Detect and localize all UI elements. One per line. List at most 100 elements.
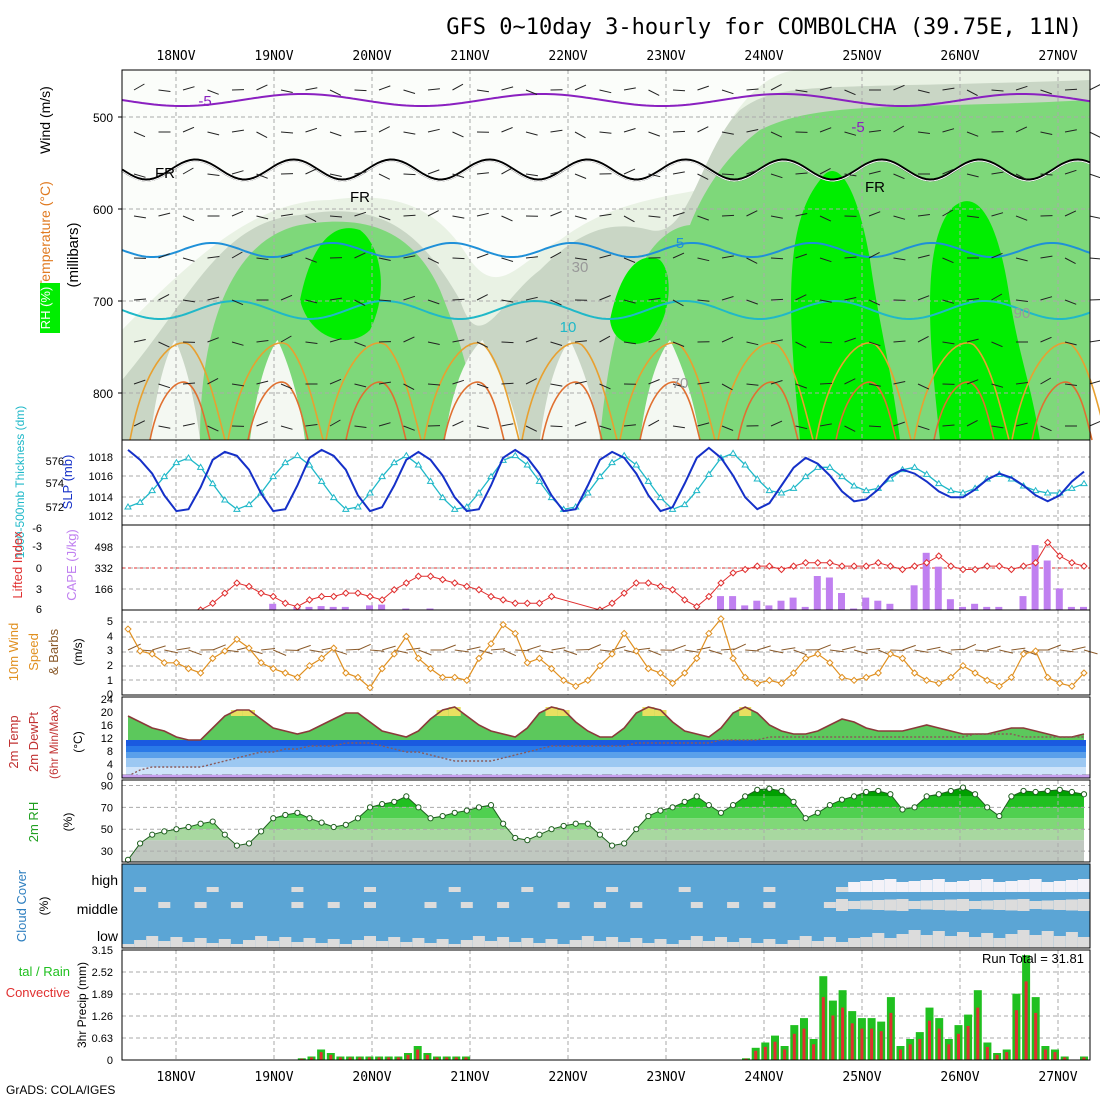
wind10-barb: [1071, 646, 1086, 651]
wind-barb: [574, 421, 587, 427]
wind-barb: [819, 86, 832, 91]
cloud-low-block: [920, 935, 933, 948]
rh-marker: [427, 815, 434, 822]
cloud-mid-block: [727, 902, 740, 908]
cape-bar: [813, 576, 821, 610]
wind-barb: [256, 215, 269, 220]
wind-barb: [648, 297, 661, 301]
precip-convective-bar: [348, 1057, 352, 1060]
cape-bar: [717, 596, 724, 610]
thickness-marker: [233, 505, 241, 512]
thickness-marker: [596, 472, 604, 480]
wind-barb: [1015, 215, 1028, 221]
rh-marker: [366, 804, 374, 811]
cloud-mid-block: [194, 902, 207, 908]
precip-convective-bar: [763, 1046, 767, 1060]
cape-bar: [1055, 588, 1063, 610]
wind-barb: [648, 215, 661, 218]
wind-barb: [795, 89, 808, 93]
wind-barb: [133, 215, 146, 219]
lifted-index-marker: [463, 582, 471, 591]
lifted-index-marker: [862, 562, 870, 570]
thickness-tick-label: 572: [46, 502, 64, 514]
wind10-speed-marker: [221, 647, 229, 655]
wind10-barb: [478, 649, 493, 655]
wind10-barb: [841, 646, 856, 651]
rh-dry-spike: [640, 340, 700, 440]
wind10-speed-marker: [196, 669, 205, 677]
wind10-speed-marker: [1007, 673, 1016, 682]
wind-barb: [354, 171, 367, 175]
cloud-low-block: [448, 944, 461, 948]
wind10-barb: [381, 645, 396, 651]
wind10-speed-marker: [596, 661, 604, 670]
rh-marker: [475, 804, 483, 811]
wind-barb: [868, 211, 881, 217]
precip-convective-bar: [928, 1020, 931, 1060]
wind-barb: [795, 383, 807, 389]
precip-tick-label: 3.15: [92, 945, 113, 957]
cloud-mid-block: [424, 902, 437, 908]
wind-barb: [452, 379, 465, 385]
cape-bar: [1067, 606, 1075, 610]
precip-convective-bar: [995, 1054, 999, 1060]
wind10-speed-marker: [935, 679, 943, 687]
precip-convective-bar: [783, 1049, 787, 1060]
freezing-level-contour: [121, 158, 1091, 182]
wind-frame: [121, 609, 1091, 696]
cloud-mid-block: [763, 902, 776, 908]
wind10-barb: [732, 643, 747, 651]
cloud-mid-block: [944, 899, 957, 911]
rh-marker: [1080, 791, 1088, 798]
wind-barb: [354, 211, 367, 217]
cloud-low-block: [569, 940, 582, 948]
rh-marker: [391, 798, 398, 805]
wind-barb: [280, 294, 293, 301]
cape-bar: [983, 606, 991, 610]
wind-barb: [1089, 257, 1100, 260]
wind-barb: [329, 131, 342, 137]
wind-barb: [942, 257, 954, 264]
wind10-speed-marker: [753, 679, 761, 687]
pressure-tick-label: 500: [93, 111, 113, 125]
precip-convective-bar: [985, 1046, 989, 1060]
wind10-barb: [285, 649, 300, 651]
rh-marker: [524, 837, 531, 844]
temp-contour-20: [443, 381, 505, 441]
wind-barb: [501, 257, 514, 262]
wind10-tick-label: 5: [107, 616, 113, 628]
wind-barb: [893, 125, 905, 133]
cloud-low-block: [666, 944, 679, 948]
temp-contour-20: [639, 381, 701, 441]
lifted-index-marker: [838, 562, 846, 570]
wind-barb: [574, 215, 587, 220]
wind-barb: [476, 294, 488, 301]
wind-barb: [525, 131, 538, 136]
wind10-speed-marker: [317, 654, 326, 663]
wind-barb: [1015, 85, 1028, 91]
cape-bar: [874, 600, 882, 610]
cloud-mid-block: [690, 902, 703, 908]
lifted-index-marker: [475, 586, 483, 594]
wind-barb: [550, 383, 563, 387]
temp-contour-20: [541, 381, 603, 441]
wind10-barb: [273, 649, 287, 656]
wind-barb: [1089, 420, 1100, 427]
wind-barb: [256, 340, 269, 343]
wind-barb: [550, 211, 562, 217]
thickness-marker: [680, 500, 689, 508]
lifted-index-marker: [366, 592, 374, 601]
cloud-high-block: [1005, 881, 1018, 892]
wind10-speed-marker: [1043, 673, 1052, 682]
cloud-low-block: [460, 940, 473, 948]
contour-label: -5: [851, 119, 864, 136]
rh-marker: [633, 826, 640, 833]
cloud-low-block: [400, 942, 413, 948]
cloud-low-block: [751, 943, 764, 948]
wind-barb: [623, 424, 636, 427]
thickness-marker: [910, 463, 919, 470]
wind-barb: [991, 89, 1004, 92]
temperature-peak: [642, 707, 655, 716]
wind-barb: [256, 380, 269, 385]
rh-color-key: [40, 283, 60, 333]
